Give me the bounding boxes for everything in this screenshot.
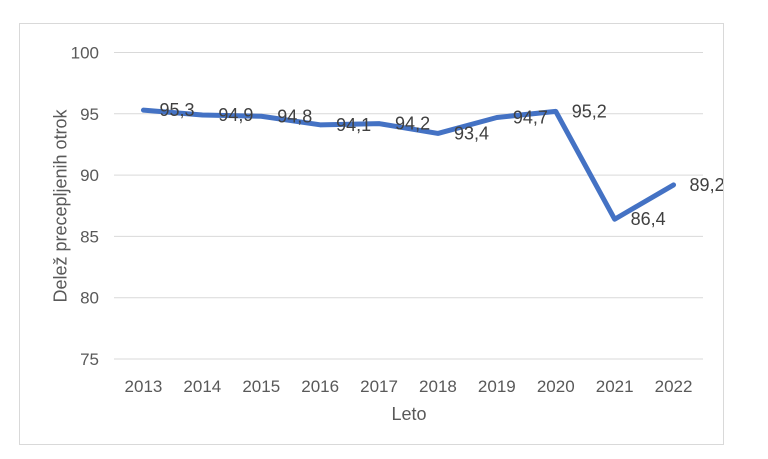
- x-tick-label: 2017: [360, 377, 398, 396]
- y-tick-label: 95: [80, 105, 99, 124]
- data-label: 94,7: [513, 107, 548, 127]
- x-tick-label: 2022: [655, 377, 693, 396]
- x-tick-label: 2015: [242, 377, 280, 396]
- data-label: 94,2: [395, 114, 430, 134]
- y-tick-label: 80: [80, 289, 99, 308]
- x-tick-label: 2013: [125, 377, 163, 396]
- x-tick-label: 2021: [596, 377, 634, 396]
- line-chart-plot: 100 95 90 85 80 75 2013 2014 2015 2016 2017 2018 201…: [71, 44, 723, 397]
- data-label: 94,1: [336, 115, 371, 135]
- y-tick-label: 85: [80, 227, 99, 246]
- x-tick-label: 2020: [537, 377, 575, 396]
- x-tick-label: 2016: [301, 377, 339, 396]
- data-label: 93,4: [454, 123, 489, 143]
- data-label: 89,2: [690, 175, 723, 195]
- data-label: 95,3: [159, 100, 194, 120]
- x-tick-label: 2019: [478, 377, 516, 396]
- series-line: [140, 107, 677, 222]
- y-axis-title: Delež precepljenih otrok: [50, 109, 71, 303]
- x-tick-label: 2018: [419, 377, 457, 396]
- chart-frame: 100 95 90 85 80 75 2013 2014 2015 2016 2017 2018 201…: [19, 23, 724, 445]
- data-label: 94,9: [218, 105, 253, 125]
- data-label: 95,2: [572, 101, 607, 121]
- y-tick-label: 90: [80, 166, 99, 185]
- y-tick-label: 75: [80, 350, 99, 369]
- data-label: 94,8: [277, 106, 312, 126]
- x-axis-title: Leto: [391, 404, 427, 424]
- data-label: 86,4: [631, 209, 666, 229]
- x-tick-label: 2014: [183, 377, 221, 396]
- y-tick-label: 100: [71, 44, 99, 63]
